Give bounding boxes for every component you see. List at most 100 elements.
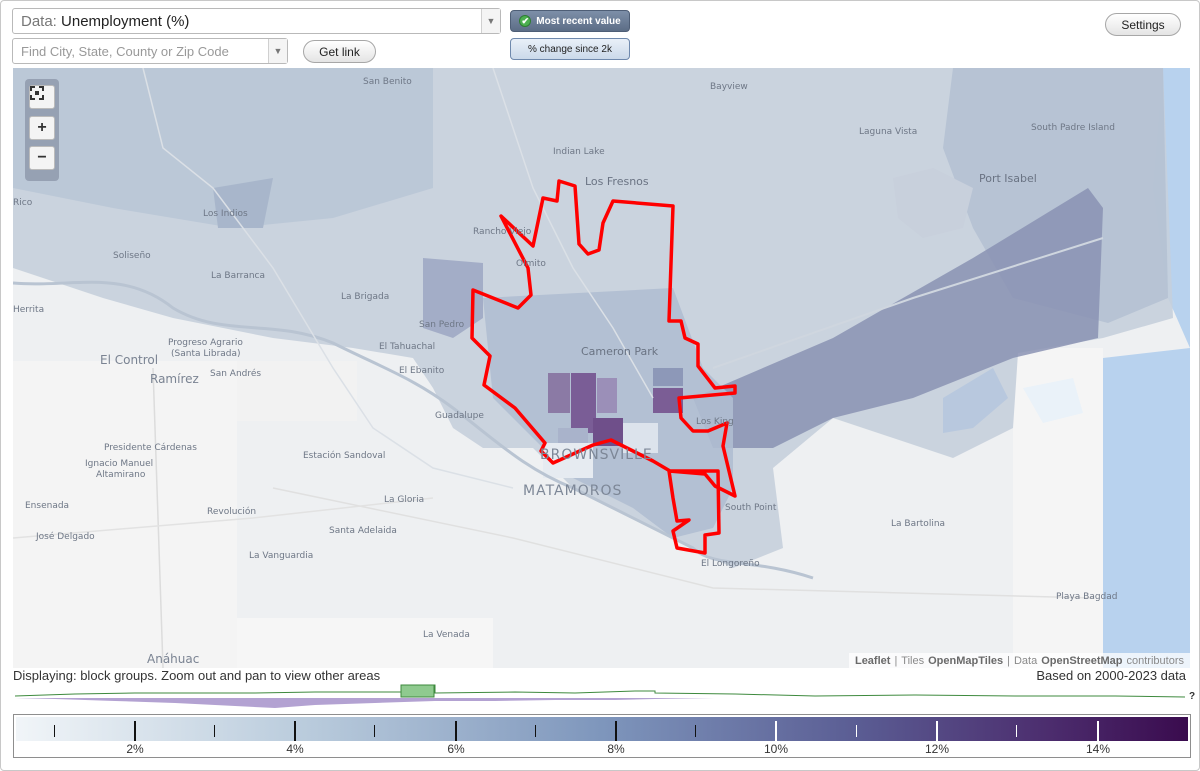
openstreetmap-link[interactable]: OpenStreetMap: [1041, 654, 1123, 667]
location-search-input[interactable]: [13, 42, 268, 60]
get-link-button[interactable]: Get link: [303, 40, 376, 63]
legend-label: 12%: [924, 742, 950, 756]
legend-tick: [615, 721, 617, 741]
map-tiles: [13, 68, 1190, 668]
place-label: Anáhuac: [147, 652, 200, 666]
attribution-text: Tiles: [901, 654, 925, 667]
place-label: Presidente Cárdenas: [104, 443, 197, 453]
place-label: El Longoreño: [701, 559, 760, 569]
legend-tick: [856, 725, 857, 737]
place-label: Herrita: [13, 305, 45, 315]
place-label: Ensenada: [25, 501, 70, 511]
display-level-text: Displaying: block groups. Zoom out and p…: [13, 668, 381, 683]
openmaptiles-link[interactable]: OpenMapTiles: [928, 654, 1004, 667]
place-label: Los Indios: [203, 209, 248, 219]
legend-label: 14%: [1085, 742, 1111, 756]
place-label: Revolución: [207, 507, 257, 517]
legend-gradient: [16, 717, 1188, 741]
data-select[interactable]: Data: Unemployment (%) ▼: [12, 8, 501, 34]
legend-tick: [54, 725, 55, 737]
map-attribution: Leaflet | Tiles OpenMapTiles | Data Open…: [848, 653, 1190, 668]
place-label: Santa Adelaida: [329, 526, 397, 536]
distribution-histogram: [15, 684, 1186, 708]
place-label: Bayview: [710, 82, 748, 92]
zoom-out-button[interactable]: −: [29, 146, 55, 170]
place-label: La Gloria: [384, 495, 425, 505]
legend-tick: [775, 721, 777, 741]
zoom-controls: + −: [25, 79, 59, 181]
most-recent-value-label: Most recent value: [536, 15, 621, 27]
place-label: Rico: [13, 198, 33, 208]
place-label: Los Fresnos: [585, 175, 649, 188]
place-label: Ignacio Manuel: [85, 459, 154, 469]
place-label: San Andrés: [210, 369, 262, 379]
location-search[interactable]: ▼: [12, 38, 288, 64]
city-boundary: [470, 179, 737, 555]
place-label: Ramírez: [150, 372, 199, 386]
chevron-down-icon[interactable]: ▼: [481, 9, 500, 33]
place-label: Playa Bagdad: [1056, 592, 1118, 602]
data-select-text: Data: Unemployment (%): [13, 13, 481, 30]
leaflet-link[interactable]: Leaflet: [854, 654, 891, 667]
place-label: South Padre Island: [1031, 123, 1115, 133]
percent-change-button[interactable]: % change since 2k: [510, 38, 630, 60]
place-label: BROWNSVILLE: [540, 447, 653, 463]
data-select-value: Unemployment (%): [61, 12, 190, 30]
place-label: Los King: [696, 417, 734, 427]
place-label: Guadalupe: [435, 411, 484, 421]
place-label: San Benito: [363, 77, 412, 87]
legend-tick: [374, 725, 375, 737]
place-label: Soliseño: [113, 251, 151, 261]
zoom-in-button[interactable]: +: [29, 116, 55, 140]
place-label: El Tahuachal: [379, 342, 436, 352]
place-label: La Venada: [423, 630, 470, 640]
legend-tick: [214, 725, 215, 737]
legend-label: 8%: [607, 742, 625, 756]
fullscreen-icon[interactable]: [29, 85, 55, 109]
legend-tick: [1097, 721, 1099, 741]
chevron-down-icon[interactable]: ▼: [268, 39, 287, 63]
legend-tick: [535, 725, 536, 737]
place-label: Rancho Viejo: [473, 227, 532, 237]
data-select-prefix: Data:: [21, 12, 62, 30]
place-label: Cameron Park: [581, 345, 659, 358]
map[interactable]: San Benito Bayview Laguna Vista South Pa…: [13, 68, 1190, 668]
place-label: El Ebanito: [399, 366, 445, 376]
place-label: Estación Sandoval: [303, 451, 386, 461]
attribution-separator: |: [1007, 654, 1010, 667]
place-label: Port Isabel: [979, 172, 1037, 185]
legend-tick: [695, 725, 696, 737]
place-label: La Vanguardia: [249, 551, 314, 561]
attribution-separator: |: [894, 654, 898, 667]
place-label: La Brigada: [341, 292, 390, 302]
settings-button[interactable]: Settings: [1105, 13, 1181, 36]
legend-label: 10%: [763, 742, 789, 756]
place-label: La Barranca: [211, 271, 266, 281]
most-recent-value-button[interactable]: ✔ Most recent value: [510, 10, 630, 32]
legend-tick: [1016, 725, 1017, 737]
place-label: Indian Lake: [553, 147, 605, 157]
attribution-text: contributors: [1126, 654, 1184, 667]
place-label: South Point: [725, 503, 777, 513]
legend-tick: [455, 721, 457, 741]
legend-label: 2%: [126, 742, 144, 756]
place-label: La Bartolina: [891, 519, 946, 529]
legend-label: 4%: [286, 742, 304, 756]
legend-label: 6%: [447, 742, 465, 756]
place-label: San Pedro: [419, 320, 465, 330]
place-label: Laguna Vista: [859, 127, 918, 137]
color-legend: 2% 4% 6% 8% 10% 12% 14%: [13, 714, 1191, 758]
place-label: Olmito: [516, 259, 546, 269]
attribution-text: Data: [1013, 654, 1038, 667]
place-label: (Santa Librada): [171, 349, 241, 359]
place-label: Progreso Agrario: [168, 338, 243, 348]
unknown-marker: ?: [1189, 691, 1196, 702]
place-label: El Control: [100, 353, 159, 367]
data-range-text: Based on 2000-2023 data: [1036, 668, 1186, 683]
place-label: Altamirano: [96, 470, 146, 480]
place-label: José Delgado: [36, 532, 95, 542]
legend-tick: [294, 721, 296, 741]
legend-tick: [936, 721, 938, 741]
check-icon: ✔: [519, 15, 532, 27]
